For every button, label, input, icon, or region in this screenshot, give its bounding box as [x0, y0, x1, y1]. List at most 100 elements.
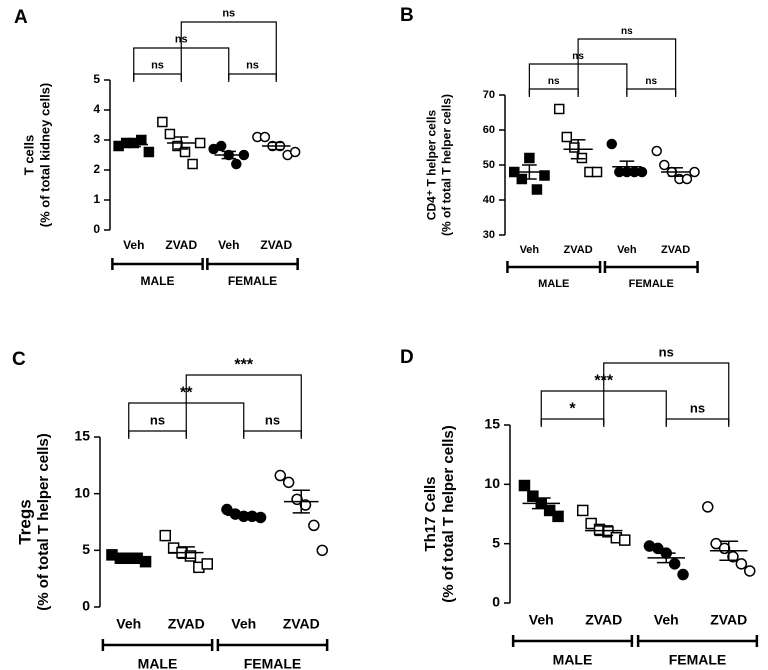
- y-axis-label-line: Th17 Cells: [422, 476, 439, 551]
- x-tick-label: Veh: [123, 238, 144, 252]
- data-point: [289, 146, 301, 158]
- y-tick-label: 10: [74, 484, 90, 500]
- data-point: [552, 510, 564, 523]
- data-point: [201, 558, 213, 570]
- x-tick-label: ZVAD: [564, 244, 593, 256]
- y-axis-label-line: (% of total kidney cells): [37, 83, 52, 227]
- data-point: [282, 476, 295, 489]
- data-point: [735, 558, 748, 570]
- data-point: [157, 116, 168, 128]
- significance-label: ns: [659, 345, 674, 360]
- data-point: [259, 131, 271, 143]
- data-point: [677, 568, 689, 581]
- data-point: [254, 511, 267, 524]
- y-tick-label: 70: [483, 89, 495, 101]
- panel-letter: B: [400, 5, 414, 26]
- y-tick-label: 15: [74, 428, 90, 444]
- data-point: [681, 173, 693, 185]
- y-tick-label: 2: [93, 162, 100, 176]
- data-point: [231, 158, 242, 170]
- data-point: [668, 558, 681, 570]
- data-point: [727, 550, 739, 563]
- comparison-bracket: [577, 38, 677, 95]
- y-axis-label-line: (% of total T helper cells): [440, 94, 454, 236]
- comparison-bracket: [128, 430, 187, 439]
- y-axis-label: T cells (% of total kidney cells): [21, 83, 52, 227]
- y-axis-label-line: (% of total T helper cells): [440, 425, 457, 603]
- y-tick-label: 4: [93, 102, 100, 116]
- y-tick-label: 50: [483, 159, 495, 171]
- data-point: [561, 131, 573, 143]
- significance-label: ns: [621, 26, 633, 37]
- data-point: [184, 550, 197, 562]
- group-label: FEMALE: [244, 656, 302, 670]
- data-point: [543, 504, 556, 517]
- x-tick-label: Veh: [529, 612, 554, 628]
- x-tick-label: Veh: [218, 238, 239, 252]
- x-tick-label: ZVAD: [165, 238, 197, 252]
- x-tick-label: ZVAD: [661, 244, 690, 256]
- data-point: [164, 128, 176, 140]
- data-point: [659, 159, 670, 171]
- panel-letter: A: [14, 7, 28, 28]
- data-point: [606, 138, 618, 150]
- data-point: [308, 519, 320, 532]
- y-tick-label: 0: [82, 598, 90, 614]
- group-label: MALE: [538, 278, 569, 290]
- significance-label: ns: [690, 401, 705, 416]
- comparison-bracket: [603, 362, 730, 425]
- x-tick-label: ZVAD: [585, 612, 622, 628]
- x-tick-label: Veh: [231, 616, 256, 632]
- y-tick-label: 60: [483, 124, 495, 136]
- data-point: [299, 499, 312, 511]
- x-tick-label: Veh: [520, 244, 540, 256]
- data-point: [636, 166, 648, 178]
- y-axis-label-line: T cells: [21, 135, 36, 175]
- comparison-bracket: [626, 88, 677, 97]
- data-point: [651, 145, 662, 157]
- y-axis-label-line: Tregs: [15, 499, 34, 544]
- data-point: [539, 170, 550, 181]
- y-tick-label: 5: [93, 72, 100, 86]
- y-axis-label: Th17 Cells (% of total T helper cells): [422, 425, 457, 603]
- data-point: [577, 504, 589, 517]
- y-tick-label: 5: [492, 534, 500, 550]
- panel-letter: C: [12, 349, 26, 370]
- group-label: MALE: [553, 652, 593, 668]
- data-point: [585, 517, 597, 530]
- comparison-bracket: [243, 430, 302, 439]
- data-point: [143, 146, 155, 158]
- data-point: [159, 529, 171, 542]
- y-axis-label-line: (% of total T helper cells): [35, 433, 52, 611]
- x-tick-label: Veh: [617, 244, 637, 256]
- group-label: FEMALE: [629, 278, 674, 290]
- significance-label: *: [569, 400, 576, 417]
- comparison-bracket: [180, 21, 277, 80]
- data-point: [179, 146, 191, 158]
- data-point: [274, 469, 286, 482]
- significance-label: ***: [234, 356, 253, 373]
- y-tick-label: 0: [93, 222, 100, 236]
- comparison-bracket: [185, 374, 302, 437]
- significance-label: ns: [548, 76, 560, 87]
- y-axis-label: CD4⁺ T helper cells (% of total T helper …: [425, 94, 454, 236]
- group-label: FEMALE: [228, 274, 277, 288]
- data-point: [702, 501, 714, 513]
- x-tick-label: Veh: [116, 616, 141, 632]
- data-point: [553, 103, 565, 115]
- comparison-bracket: [133, 73, 182, 82]
- x-tick-label: ZVAD: [168, 616, 205, 632]
- comparison-bracket: [528, 88, 579, 97]
- y-axis-label-line: CD4⁺ T helper cells: [425, 109, 439, 220]
- y-tick-label: 5: [82, 541, 90, 557]
- group-label: FEMALE: [669, 652, 727, 668]
- y-tick-label: 3: [93, 132, 100, 146]
- x-tick-label: ZVAD: [260, 238, 292, 252]
- data-point: [602, 526, 614, 538]
- y-tick-label: 10: [484, 475, 500, 491]
- y-tick-label: 0: [492, 594, 500, 610]
- significance-label: ns: [150, 413, 165, 428]
- y-axis-label: Tregs (% of total T helper cells): [15, 433, 51, 611]
- data-point: [591, 166, 603, 178]
